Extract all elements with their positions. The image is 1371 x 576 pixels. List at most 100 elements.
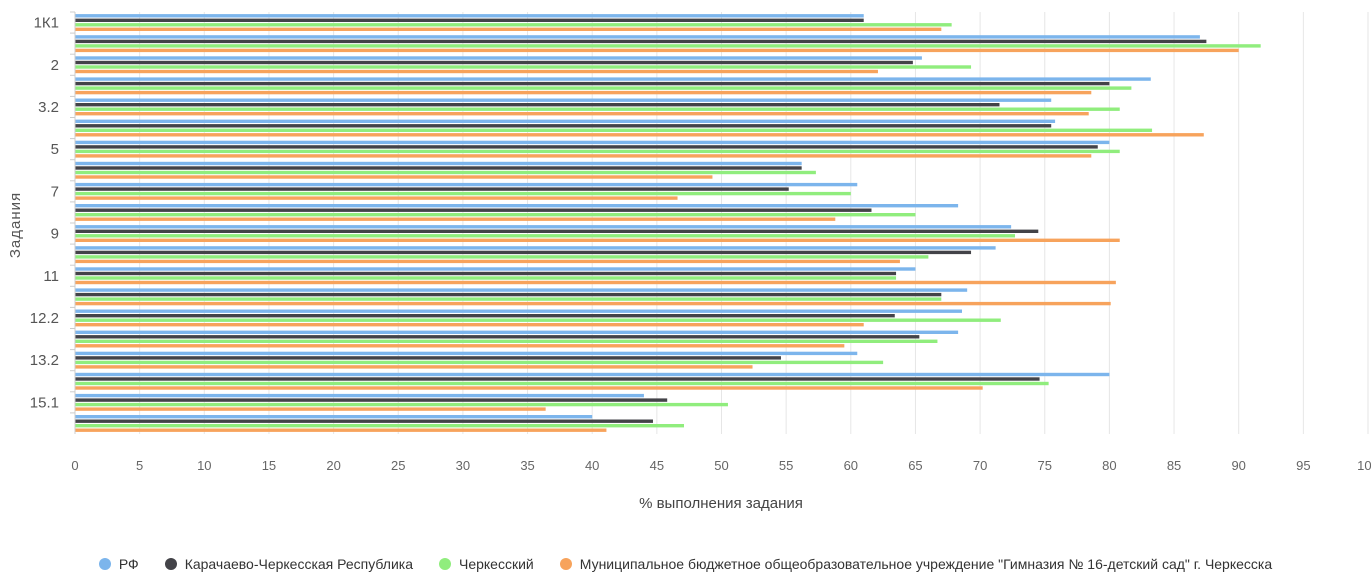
grid-lines	[74, 12, 1369, 434]
bar	[75, 107, 1120, 111]
x-tick-label: 15	[262, 458, 276, 473]
bar	[75, 339, 938, 343]
bar	[75, 255, 929, 259]
legend-label: Муниципальное бюджетное общеобразователь…	[579, 556, 1273, 572]
bar	[75, 372, 1110, 377]
bar	[75, 44, 1261, 48]
bar	[75, 288, 968, 292]
y-axis-title: Задания	[7, 192, 24, 258]
bar	[75, 119, 1056, 123]
x-tick-label: 55	[779, 458, 793, 473]
bar	[75, 234, 1016, 238]
x-tick-label: 70	[973, 458, 987, 473]
bar	[75, 309, 962, 313]
y-axis: 1К1 2 3.2 5 7 9 11 12.2 13.2 15.1	[30, 11, 76, 434]
bar	[75, 187, 789, 191]
y-tick-label: 7	[51, 183, 59, 200]
bar	[75, 69, 878, 74]
bar	[75, 301, 1111, 306]
bar	[75, 145, 1098, 149]
x-tick-label: 35	[520, 458, 534, 473]
x-tick-label: 10	[197, 458, 211, 473]
legend-item[interactable]: Муниципальное бюджетное общеобразователь…	[559, 556, 1273, 572]
x-axis-title: % выполнения задания	[639, 495, 803, 512]
x-tick-label: 80	[1102, 458, 1116, 473]
bar	[75, 229, 1039, 233]
bar	[75, 323, 864, 327]
bar	[75, 365, 753, 369]
legend-label: Карачаево-Черкесская Республика	[184, 556, 413, 572]
bar	[75, 330, 959, 334]
bar	[75, 351, 858, 356]
x-tick-label: 5	[136, 458, 143, 473]
x-tick-label: 100	[1357, 458, 1371, 473]
x-tick-label: 85	[1167, 458, 1181, 473]
bar	[75, 35, 1200, 39]
bar	[75, 128, 1153, 132]
x-tick-label: 50	[714, 458, 728, 473]
bar	[75, 360, 884, 365]
bar	[75, 318, 1001, 322]
legend-label: Черкесский	[459, 556, 534, 572]
bar	[75, 14, 864, 18]
y-tick-label: 15.1	[30, 394, 59, 411]
bar	[75, 428, 607, 432]
bar	[75, 250, 972, 255]
legend: РФ Карачаево-Черкесская Республика Черкесс…	[0, 556, 1371, 572]
y-tick-label: 13.2	[30, 352, 59, 369]
bar	[75, 140, 1110, 145]
y-tick-label: 11	[43, 268, 59, 285]
bar	[75, 393, 644, 398]
bar	[75, 149, 1120, 154]
y-tick-label: 9	[51, 226, 59, 243]
bar	[75, 65, 972, 69]
bar	[75, 77, 1151, 81]
legend-label: РФ	[118, 556, 139, 572]
bar	[75, 98, 1052, 102]
bar	[75, 175, 713, 179]
bar	[75, 276, 897, 280]
bar	[75, 204, 959, 208]
legend-item[interactable]: Карачаево-Черкесская Республика	[164, 556, 413, 572]
x-tick-label: 25	[391, 458, 405, 473]
bar	[75, 23, 952, 27]
bar	[75, 377, 1040, 381]
bars	[75, 14, 1261, 432]
x-tick-label: 90	[1231, 458, 1245, 473]
bar	[75, 386, 983, 390]
legend-item[interactable]: Черкесский	[439, 556, 534, 572]
y-tick-label: 5	[51, 141, 59, 158]
bar	[75, 271, 897, 276]
bar	[75, 81, 1110, 86]
bar	[75, 402, 728, 407]
x-tick-label: 60	[844, 458, 858, 473]
y-tick-label: 2	[51, 57, 59, 74]
bar	[75, 124, 1052, 128]
bar	[75, 154, 1092, 158]
legend-marker-icon	[439, 558, 451, 570]
bar	[75, 161, 802, 166]
bar	[75, 217, 836, 221]
x-tick-label: 0	[71, 458, 78, 473]
bar	[75, 90, 1092, 95]
bar	[75, 208, 872, 212]
bar	[75, 381, 1049, 386]
x-tick-label: 95	[1296, 458, 1310, 473]
bar	[75, 170, 816, 175]
bar	[75, 267, 916, 271]
bar	[75, 112, 1089, 116]
bar	[75, 314, 895, 318]
bar	[75, 335, 920, 339]
bar	[75, 48, 1239, 53]
bar	[75, 196, 678, 200]
y-tick-label: 12.2	[30, 310, 59, 327]
bar	[75, 225, 1012, 229]
x-axis: 0 5 10 15 20 25 30 35 40 45 50 55 60 65 70 75 80 85 90 95 10…	[71, 458, 1371, 473]
x-tick-label: 45	[650, 458, 664, 473]
bar	[75, 60, 913, 65]
bar	[75, 191, 851, 196]
x-tick-label: 75	[1038, 458, 1052, 473]
bar	[75, 292, 942, 297]
legend-item[interactable]: РФ	[98, 556, 139, 572]
bar	[75, 259, 900, 264]
